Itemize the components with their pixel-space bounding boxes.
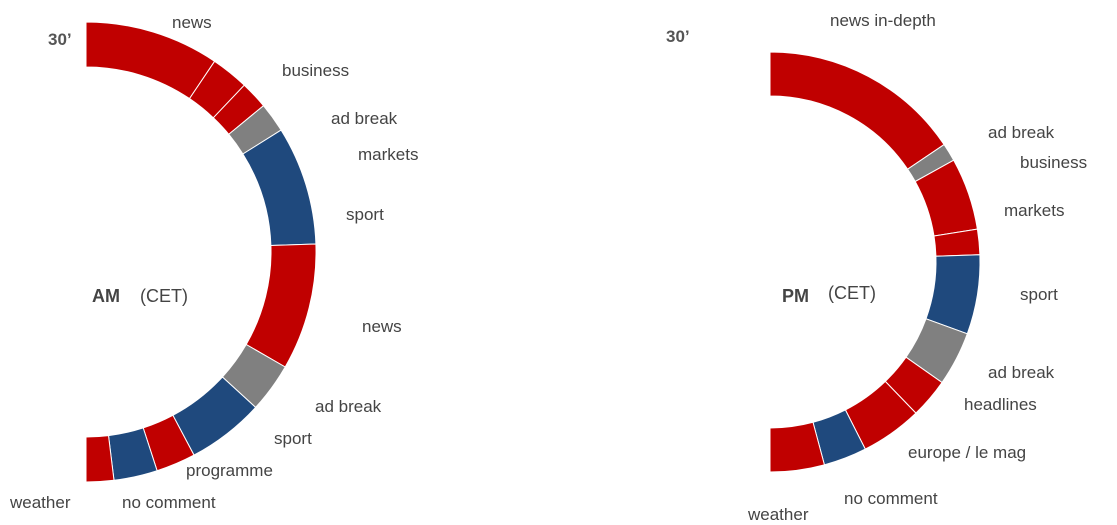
pm-ring-segments <box>769 51 981 473</box>
pm-label-weather: weather <box>747 505 809 524</box>
pm-label-business: business <box>1020 153 1087 172</box>
am-label-news-2: news <box>362 317 402 336</box>
am-label-ad-break-2: ad break <box>315 397 382 416</box>
pm-timezone-label: (CET) <box>828 283 876 303</box>
pm-label-sport: sport <box>1020 285 1058 304</box>
am-label-weather: weather <box>9 493 71 512</box>
am-period-label: AM <box>92 286 120 306</box>
pm-label-headlines: headlines <box>964 395 1037 414</box>
pm-segment-9-weather <box>769 421 826 473</box>
pm-period-label: PM <box>782 286 809 306</box>
pm-schedule-ring: 30’ PM (CET) news in-depth ad break busi… <box>666 11 1087 524</box>
am-label-no-comment: no comment <box>122 493 216 512</box>
am-segment-4-sport <box>242 129 317 247</box>
am-segment-0-news <box>85 21 216 100</box>
pm-label-ad-break-2: ad break <box>988 363 1055 382</box>
am-label-ad-break: ad break <box>331 109 398 128</box>
pm-segment-0-news-in-depth <box>769 51 945 170</box>
am-label-programme: programme <box>186 461 273 480</box>
am-label-markets: markets <box>358 145 418 164</box>
am-ring-segments <box>85 21 317 483</box>
pm-start-mark: 30’ <box>666 27 690 46</box>
am-segment-10-weather <box>85 435 115 483</box>
am-label-sport-2: sport <box>274 429 312 448</box>
pm-label-europe-le-mag: europe / le mag <box>908 443 1026 462</box>
am-timezone-label: (CET) <box>140 286 188 306</box>
am-label-business: business <box>282 61 349 80</box>
pm-label-ad-break: ad break <box>988 123 1055 142</box>
am-label-sport: sport <box>346 205 384 224</box>
am-start-mark: 30’ <box>48 30 72 49</box>
am-schedule-ring: 30’ AM (CET) news business ad break mark… <box>9 13 418 512</box>
pm-label-no-comment: no comment <box>844 489 938 508</box>
am-label-news: news <box>172 13 212 32</box>
pm-label-markets: markets <box>1004 201 1064 220</box>
pm-label-news-in-depth: news in-depth <box>830 11 936 30</box>
am-segment-5-news <box>245 243 317 368</box>
